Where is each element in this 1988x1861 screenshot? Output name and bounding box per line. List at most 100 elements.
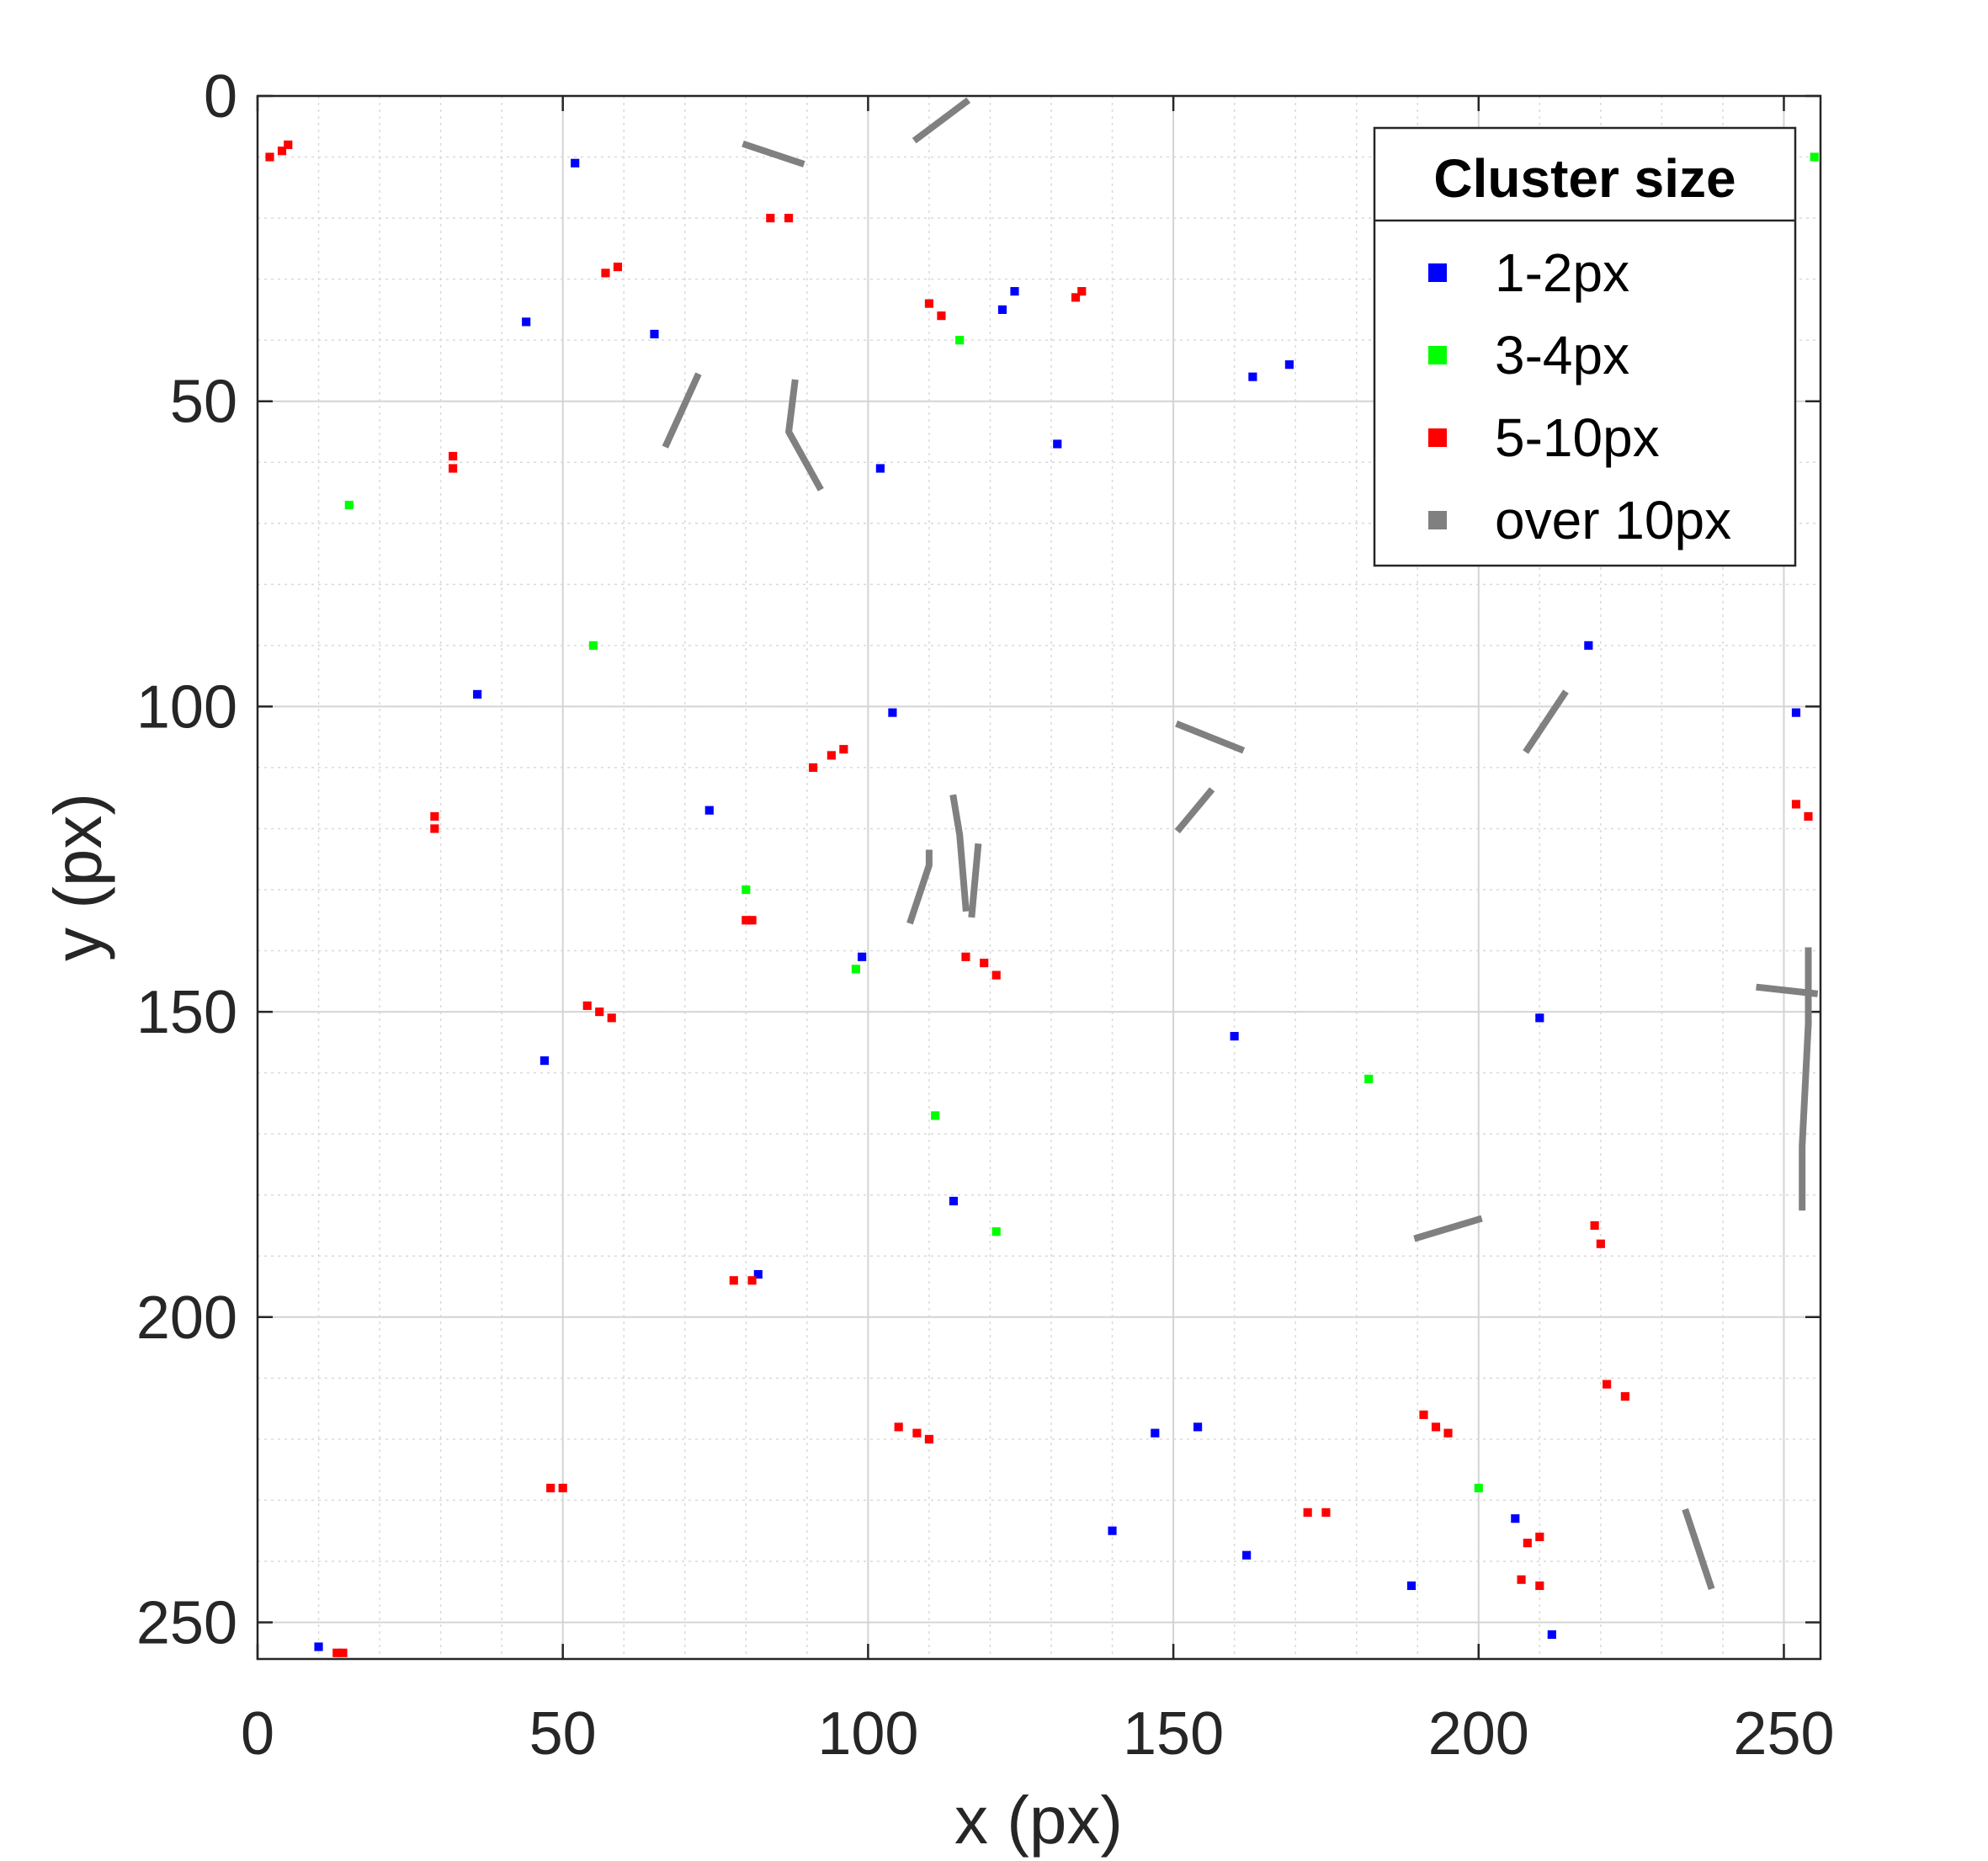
cluster-marker: [875, 464, 885, 473]
y-tick-label: 150: [136, 979, 237, 1046]
cluster-marker: [991, 970, 1001, 980]
cluster-marker: [449, 451, 458, 461]
legend-marker: [1428, 511, 1447, 529]
cluster-marker: [277, 146, 287, 156]
cluster-marker: [546, 1483, 555, 1492]
legend-marker: [1428, 263, 1447, 282]
cluster-marker: [1791, 800, 1801, 809]
x-tick-label: 50: [529, 1700, 597, 1768]
series-1-2px: [314, 158, 1801, 1651]
cluster-marker: [1010, 287, 1019, 296]
cluster-marker: [540, 1056, 550, 1066]
cluster-marker: [955, 336, 965, 345]
cluster-marker: [1535, 1581, 1544, 1591]
legend-entries: 1-2px 3-4px 5-10px over 10px: [1428, 242, 1731, 550]
cluster-marker: [766, 214, 775, 223]
cluster-marker: [314, 1642, 323, 1651]
cluster-marker: [1517, 1575, 1526, 1584]
legend-marker: [1428, 428, 1447, 447]
y-tick-label: 0: [204, 63, 237, 130]
cluster-marker: [430, 811, 439, 821]
cluster-marker: [338, 1648, 348, 1657]
cluster-marker: [571, 158, 580, 167]
y-tick-labels: 0 50 100 150 200 250: [136, 63, 237, 1656]
cluster-track: [785, 379, 824, 492]
cluster-marker: [1230, 1032, 1239, 1041]
cluster-marker: [595, 1008, 604, 1017]
cluster-marker: [1406, 1581, 1417, 1591]
cluster-marker: [601, 269, 610, 278]
cluster-marker: [1108, 1526, 1117, 1535]
cluster-marker: [332, 1648, 342, 1657]
cluster-marker: [284, 140, 293, 150]
cluster-track: [742, 140, 805, 167]
legend-marker: [1428, 346, 1447, 364]
cluster-marker: [747, 1276, 757, 1285]
cluster-marker: [582, 1001, 592, 1010]
cluster-marker: [1193, 1422, 1203, 1432]
x-tick-label: 250: [1733, 1700, 1834, 1768]
cluster-marker: [1804, 811, 1813, 821]
cluster-marker: [1248, 372, 1257, 381]
x-tick-label: 100: [817, 1700, 918, 1768]
cluster-marker: [522, 317, 531, 327]
cluster-marker: [1590, 1220, 1599, 1231]
y-tick-label: 100: [136, 673, 237, 741]
cluster-marker: [991, 1227, 1001, 1236]
cluster-marker: [1547, 1630, 1556, 1640]
cluster-track: [1174, 787, 1215, 834]
cluster-marker: [613, 263, 623, 272]
cluster-marker: [858, 952, 867, 961]
cluster-marker: [558, 1483, 567, 1492]
y-axis-label: y (px): [40, 793, 115, 961]
cluster-marker: [265, 152, 274, 162]
cluster-marker: [473, 689, 482, 699]
cluster-marker: [949, 1196, 959, 1206]
cluster-track: [1175, 720, 1246, 754]
cluster-track: [1799, 1020, 1812, 1211]
cluster-marker: [809, 763, 818, 773]
cluster-marker: [851, 965, 860, 974]
cluster-marker: [839, 745, 848, 754]
cluster-marker: [1242, 1550, 1252, 1560]
cluster-marker: [912, 1428, 922, 1438]
cluster-track: [1413, 1215, 1483, 1242]
cluster-marker: [607, 1013, 616, 1023]
cluster-marker: [729, 1276, 738, 1285]
legend-label: over 10px: [1495, 490, 1731, 550]
cluster-marker: [1620, 1392, 1629, 1401]
cluster-marker: [1535, 1013, 1544, 1023]
series-3-4px: [344, 152, 1819, 1492]
cluster-track: [1523, 689, 1569, 754]
cluster-marker: [1419, 1410, 1428, 1419]
y-tick-label: 250: [136, 1589, 237, 1656]
cluster-marker: [742, 885, 751, 895]
cluster-marker: [1071, 293, 1081, 302]
cluster-marker: [1791, 708, 1801, 717]
y-tick-label: 50: [170, 369, 237, 436]
cluster-marker: [1596, 1239, 1605, 1248]
cluster-marker: [1443, 1428, 1453, 1438]
cluster-track: [949, 794, 970, 912]
cluster-marker: [1535, 1532, 1544, 1541]
cluster-marker: [1077, 287, 1087, 296]
cluster-marker: [344, 500, 353, 510]
cluster-marker: [1151, 1428, 1160, 1438]
cluster-marker: [1303, 1507, 1312, 1517]
cluster-marker: [753, 1269, 763, 1279]
cluster-marker: [888, 708, 897, 717]
cluster-marker: [894, 1422, 903, 1432]
cluster-marker: [784, 214, 794, 223]
cluster-marker: [924, 1434, 934, 1444]
cluster-marker: [1584, 641, 1593, 650]
legend-label: 1-2px: [1495, 242, 1629, 303]
x-tick-label: 150: [1123, 1700, 1224, 1768]
cluster-marker: [1511, 1514, 1520, 1523]
cluster-marker: [747, 916, 757, 925]
cluster-marker: [1603, 1380, 1612, 1389]
cluster-marker: [704, 806, 714, 815]
cluster-marker: [1474, 1483, 1483, 1492]
cluster-marker: [588, 641, 598, 650]
cluster-marker: [1810, 152, 1819, 162]
